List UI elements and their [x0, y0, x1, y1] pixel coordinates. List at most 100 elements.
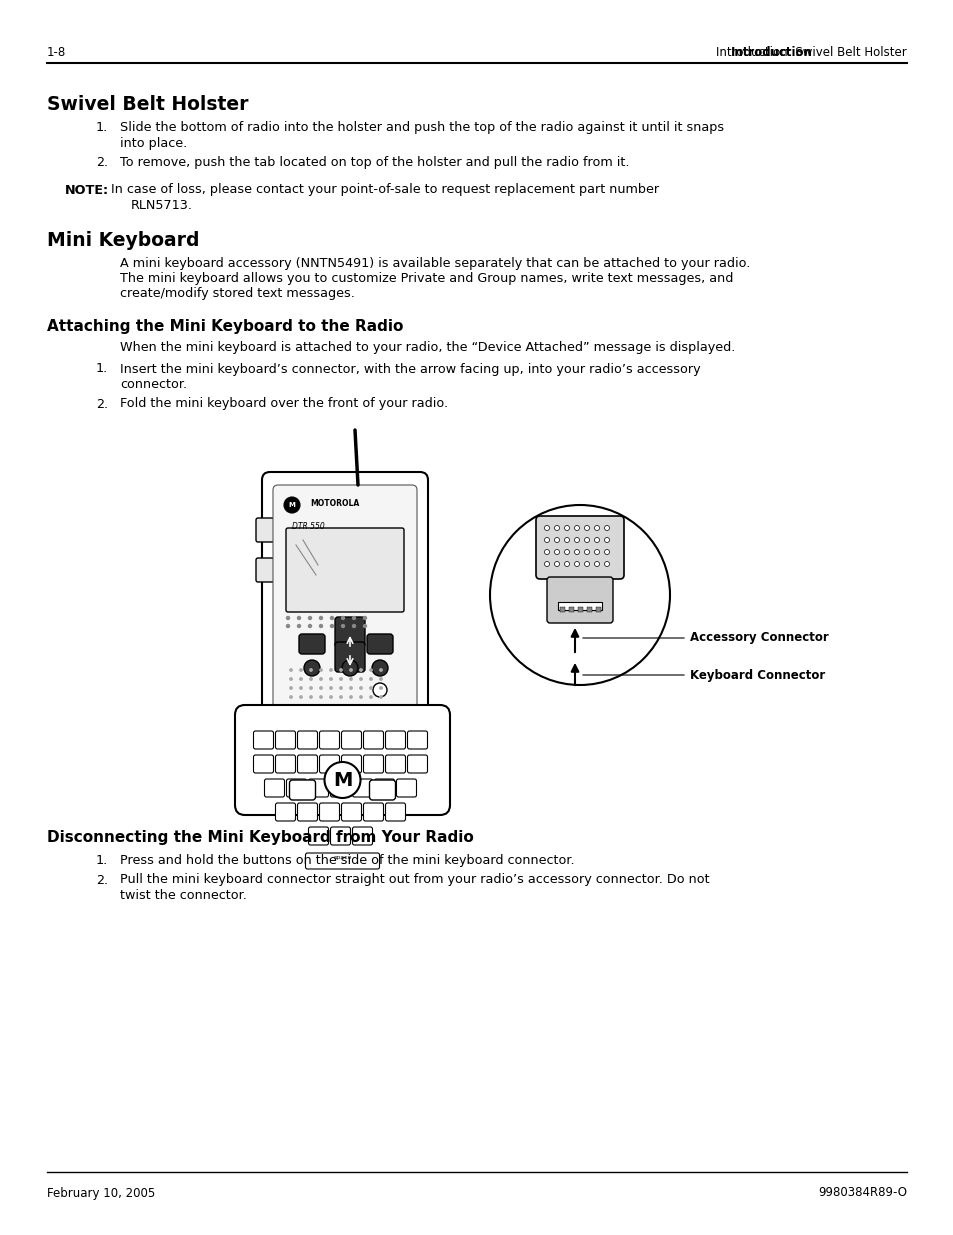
Circle shape [297, 625, 300, 627]
FancyBboxPatch shape [375, 779, 395, 797]
Text: Fold the mini keyboard over the front of your radio.: Fold the mini keyboard over the front of… [120, 398, 448, 410]
Circle shape [584, 526, 589, 531]
FancyBboxPatch shape [363, 731, 383, 748]
Circle shape [363, 616, 366, 620]
Circle shape [554, 562, 558, 567]
Text: Accessory Connector: Accessory Connector [689, 631, 828, 645]
Circle shape [370, 687, 372, 689]
Circle shape [350, 669, 352, 671]
Circle shape [584, 562, 589, 567]
Circle shape [319, 705, 322, 708]
FancyBboxPatch shape [396, 779, 416, 797]
Bar [568, 606, 574, 613]
Circle shape [564, 550, 569, 555]
Circle shape [584, 537, 589, 542]
Bar [596, 606, 600, 613]
FancyBboxPatch shape [298, 634, 325, 655]
Circle shape [584, 550, 589, 555]
Text: A mini keyboard accessory (NNTN5491) is available separately that can be attache: A mini keyboard accessory (NNTN5491) is … [120, 257, 750, 269]
Circle shape [363, 625, 366, 627]
Circle shape [350, 687, 352, 689]
FancyBboxPatch shape [330, 779, 350, 797]
Circle shape [604, 537, 609, 542]
Text: 1.: 1. [95, 121, 108, 135]
FancyBboxPatch shape [255, 517, 274, 542]
Text: In case of loss, please contact your point-of-sale to request replacement part n: In case of loss, please contact your poi… [111, 184, 659, 196]
Circle shape [299, 678, 302, 680]
Circle shape [604, 526, 609, 531]
FancyBboxPatch shape [319, 731, 339, 748]
Circle shape [330, 625, 334, 627]
Circle shape [290, 687, 292, 689]
Circle shape [370, 678, 372, 680]
Circle shape [490, 505, 669, 685]
Circle shape [319, 616, 322, 620]
FancyBboxPatch shape [297, 803, 317, 821]
Circle shape [594, 550, 598, 555]
Circle shape [359, 669, 362, 671]
FancyBboxPatch shape [319, 803, 339, 821]
Circle shape [352, 625, 355, 627]
FancyBboxPatch shape [352, 779, 372, 797]
FancyBboxPatch shape [335, 618, 365, 647]
Circle shape [574, 526, 578, 531]
Text: Press and hold the buttons on the side of the mini keyboard connector.: Press and hold the buttons on the side o… [120, 853, 574, 867]
Bar [586, 606, 592, 613]
Circle shape [594, 537, 598, 542]
FancyBboxPatch shape [262, 472, 428, 734]
Text: RLN5713.: RLN5713. [131, 199, 193, 212]
Circle shape [359, 714, 362, 716]
Circle shape [370, 669, 372, 671]
Circle shape [554, 526, 558, 531]
Text: Disconnecting the Mini Keyboard from Your Radio: Disconnecting the Mini Keyboard from You… [47, 830, 474, 845]
Circle shape [370, 705, 372, 708]
Circle shape [544, 537, 549, 542]
FancyBboxPatch shape [385, 731, 405, 748]
Circle shape [350, 714, 352, 716]
Bar [558, 601, 601, 610]
Text: connector.: connector. [120, 378, 187, 391]
Circle shape [319, 669, 322, 671]
FancyBboxPatch shape [352, 827, 372, 845]
Text: Pull the mini keyboard connector straight out from your radio’s accessory connec: Pull the mini keyboard connector straigh… [120, 873, 709, 887]
Circle shape [564, 526, 569, 531]
Text: 9980384R89-O: 9980384R89-O [817, 1187, 906, 1199]
FancyBboxPatch shape [345, 482, 365, 517]
Circle shape [544, 562, 549, 567]
FancyBboxPatch shape [308, 779, 328, 797]
Circle shape [379, 695, 382, 698]
FancyBboxPatch shape [297, 731, 317, 748]
Circle shape [379, 678, 382, 680]
FancyBboxPatch shape [253, 731, 274, 748]
Text: To remove, push the tab located on top of the holster and pull the radio from it: To remove, push the tab located on top o… [120, 156, 629, 169]
Circle shape [339, 669, 342, 671]
Text: 1.: 1. [95, 853, 108, 867]
Circle shape [308, 625, 312, 627]
Circle shape [299, 714, 302, 716]
Text: Introduction: Introduction [730, 46, 812, 58]
FancyBboxPatch shape [363, 755, 383, 773]
Circle shape [319, 714, 322, 716]
Circle shape [379, 687, 382, 689]
Circle shape [604, 562, 609, 567]
Text: 1.: 1. [95, 363, 108, 375]
FancyBboxPatch shape [305, 853, 379, 869]
Circle shape [604, 550, 609, 555]
Circle shape [308, 616, 312, 620]
Circle shape [339, 695, 342, 698]
FancyBboxPatch shape [367, 634, 393, 655]
Circle shape [544, 526, 549, 531]
Bar [578, 606, 582, 613]
Circle shape [352, 616, 355, 620]
Circle shape [304, 659, 319, 676]
Circle shape [290, 705, 292, 708]
Circle shape [299, 705, 302, 708]
Circle shape [330, 714, 332, 716]
FancyBboxPatch shape [369, 781, 395, 800]
FancyBboxPatch shape [273, 485, 416, 722]
Circle shape [310, 695, 312, 698]
FancyBboxPatch shape [289, 781, 315, 800]
FancyBboxPatch shape [546, 577, 613, 622]
Circle shape [341, 659, 357, 676]
Text: twist the connector.: twist the connector. [120, 889, 247, 902]
